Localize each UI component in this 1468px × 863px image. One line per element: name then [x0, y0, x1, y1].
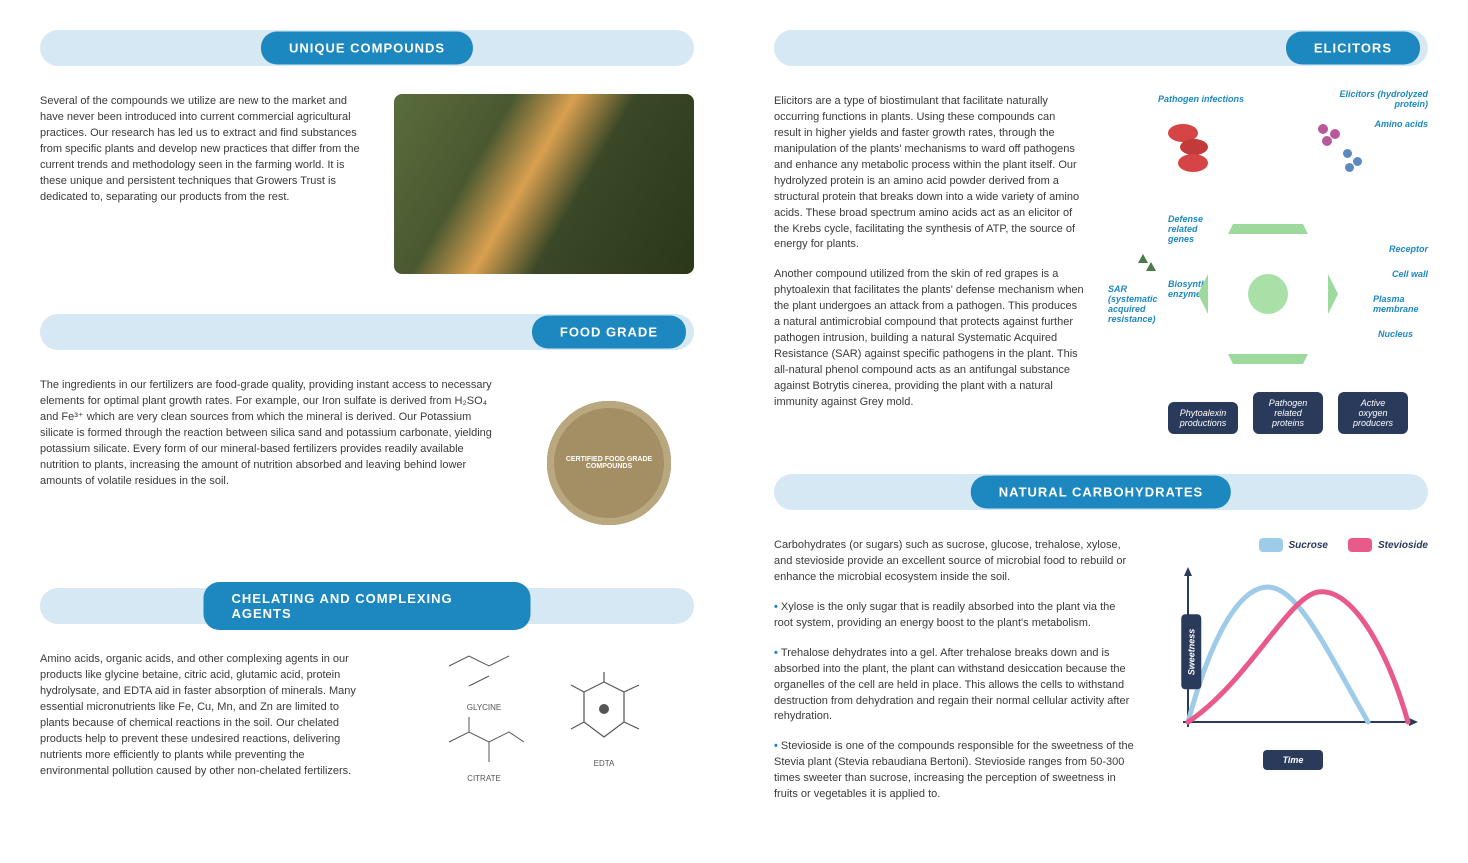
header-elicitors: ELICITORS [774, 30, 1428, 66]
section-elicitors: ELICITORS Elicitors are a type of biosti… [774, 30, 1428, 434]
para-carbs-b3: • Stevioside is one of the compounds res… [774, 739, 1134, 803]
para-carbs-b2: • Trehalose dehydrates into a gel. After… [774, 646, 1134, 726]
chart-legend: Sucrose Stevioside [1158, 538, 1428, 552]
label-cell-wall: Cell wall [1392, 269, 1428, 279]
header-unique: UNIQUE COMPOUNDS [40, 30, 694, 66]
glycine-structure-icon [444, 651, 524, 701]
para-foodgrade: The ingredients in our fertilizers are f… [40, 378, 500, 490]
legend-label-stevioside: Stevioside [1378, 540, 1428, 551]
label-defense-genes: Defense related genes [1168, 214, 1218, 244]
pill-unique: UNIQUE COMPOUNDS [261, 32, 473, 65]
pill-carbs: NATURAL CARBOHYDRATES [971, 476, 1231, 509]
label-citrate: CITRATE [439, 774, 529, 783]
sar-cluster-icon [1138, 254, 1188, 294]
legend-sucrose: Sucrose [1259, 538, 1328, 552]
y-axis-label: Sweetness [1181, 615, 1201, 690]
edta-structure-icon [559, 667, 649, 757]
pill-chelating: CHELATING AND COMPLEXING AGENTS [204, 582, 531, 630]
label-plasma: Plasma membrane [1373, 294, 1428, 314]
para-carbs-b1: • Xylose is the only sugar that is readi… [774, 600, 1134, 632]
header-foodgrade: FOOD GRADE [40, 314, 694, 350]
text-foodgrade: The ingredients in our fertilizers are f… [40, 378, 500, 504]
para-elicitors-2: Another compound utilized from the skin … [774, 267, 1084, 410]
label-nucleus: Nucleus [1378, 329, 1413, 339]
section-unique-compounds: UNIQUE COMPOUNDS Several of the compound… [40, 30, 694, 274]
para-carbs-intro: Carbohydrates (or sugars) such as sucros… [774, 538, 1134, 586]
label-elicitors-protein: Elicitors (hydrolyzed protein) [1338, 89, 1428, 109]
sweetness-chart: Sucrose Stevioside Sweetness [1158, 538, 1428, 770]
para-elicitors-1: Elicitors are a type of biostimulant tha… [774, 94, 1084, 253]
image-test-tubes [394, 94, 694, 274]
x-axis-label: Time [1263, 750, 1324, 770]
text-unique: Several of the compounds we utilize are … [40, 94, 370, 220]
nucleus-icon [1248, 274, 1288, 314]
chem-edta: EDTA [559, 667, 649, 768]
label-glycine: GLYCINE [439, 703, 529, 712]
label-pathogen-infections: Pathogen infections [1158, 94, 1244, 104]
label-amino-acids: Amino acids [1374, 119, 1428, 129]
pill-elicitors: ELICITORS [1286, 32, 1420, 65]
x-axis-label-wrap: Time [1158, 750, 1428, 770]
chem-glycine: GLYCINE CITRATE [439, 651, 529, 783]
box-phytoalexin: Phytoalexin productions [1168, 402, 1238, 434]
stevioside-curve [1188, 592, 1408, 722]
image-chemical-structures: GLYCINE CITRATE EDTA [394, 652, 694, 782]
legend-label-sucrose: Sucrose [1289, 540, 1328, 551]
label-edta: EDTA [559, 759, 649, 768]
para-chelating: Amino acids, organic acids, and other co… [40, 652, 370, 780]
text-chelating: Amino acids, organic acids, and other co… [40, 652, 370, 794]
y-axis-arrow-icon [1184, 567, 1192, 576]
bullet-trehalose: Trehalose dehydrates into a gel. After t… [774, 647, 1129, 723]
label-receptor: Receptor [1389, 244, 1428, 254]
badge-text: CERTIFIED FOOD GRADE COMPOUNDS [554, 408, 664, 518]
text-carbs: Carbohydrates (or sugars) such as sucros… [774, 538, 1134, 817]
text-elicitors: Elicitors are a type of biostimulant tha… [774, 94, 1084, 425]
para-unique: Several of the compounds we utilize are … [40, 94, 370, 206]
citrate-structure-icon [439, 712, 529, 772]
header-carbs: NATURAL CARBOHYDRATES [774, 474, 1428, 510]
right-column: ELICITORS Elicitors are a type of biosti… [734, 0, 1468, 863]
box-oxygen-producers: Active oxygen producers [1338, 392, 1408, 434]
left-column: UNIQUE COMPOUNDS Several of the compound… [0, 0, 734, 863]
section-chelating: CHELATING AND COMPLEXING AGENTS Amino ac… [40, 588, 694, 794]
bullet-xylose: Xylose is the only sugar that is readily… [774, 601, 1115, 629]
section-carbohydrates: NATURAL CARBOHYDRATES Carbohydrates (or … [774, 474, 1428, 817]
bullet-stevioside: Stevioside is one of the compounds respo… [774, 740, 1134, 800]
section-food-grade: FOOD GRADE The ingredients in our fertil… [40, 314, 694, 548]
amino-cluster-icon [1343, 149, 1393, 189]
swatch-sucrose [1259, 538, 1283, 552]
swatch-stevioside [1348, 538, 1372, 552]
header-chelating: CHELATING AND COMPLEXING AGENTS [40, 588, 694, 624]
image-certified-badge: CERTIFIED FOOD GRADE COMPOUNDS [524, 378, 694, 548]
chart-plot-area: Sweetness [1158, 562, 1418, 742]
cell-hexagon-icon [1198, 224, 1338, 364]
legend-stevioside: Stevioside [1348, 538, 1428, 552]
diagram-elicitors: Pathogen infections Elicitors (hydrolyze… [1108, 94, 1428, 434]
pathogen-cluster2-icon [1178, 154, 1228, 194]
box-pathogen-proteins: Pathogen related proteins [1253, 392, 1323, 434]
pill-foodgrade: FOOD GRADE [532, 316, 686, 349]
